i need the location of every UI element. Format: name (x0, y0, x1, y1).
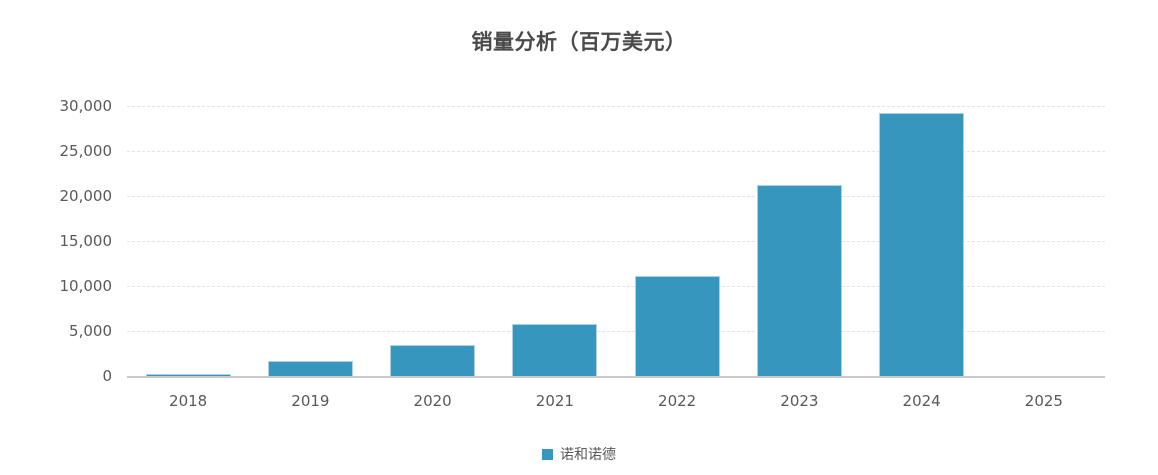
bar-2024[interactable] (879, 113, 965, 376)
bar-2020[interactable] (390, 344, 476, 376)
x-axis-tick-label: 2022 (658, 392, 697, 410)
gridline (127, 196, 1105, 197)
y-axis-tick-label: 5,000 (69, 322, 112, 340)
gridline (127, 331, 1105, 332)
y-axis-tick-label: 20,000 (59, 187, 113, 205)
y-axis-tick-label: 10,000 (59, 277, 113, 295)
plot-area (127, 106, 1105, 378)
x-axis-tick-label: 2019 (291, 392, 330, 410)
x-axis-tick-label: 2020 (413, 392, 452, 410)
y-axis-tick-label: 15,000 (59, 232, 113, 250)
x-axis-tick-label: 2025 (1024, 392, 1063, 410)
bar-2019[interactable] (267, 360, 353, 376)
x-axis-tick-label: 2021 (535, 392, 574, 410)
x-axis-tick-label: 2018 (169, 392, 208, 410)
gridline (127, 241, 1105, 242)
bar-2023[interactable] (756, 185, 842, 376)
bar-2018[interactable] (145, 373, 231, 376)
legend-marker-icon (542, 448, 553, 460)
bar-2021[interactable] (512, 323, 598, 376)
gridline (127, 151, 1105, 152)
y-axis-tick-label: 0 (102, 367, 112, 385)
y-axis-tick-label: 30,000 (59, 97, 113, 115)
chart-title: 销量分析（百万美元） (471, 30, 687, 54)
x-axis-tick-label: 2024 (902, 392, 941, 410)
gridline (127, 286, 1105, 287)
legend-series-label: 诺和诺德 (560, 447, 616, 463)
bar-2022[interactable] (634, 276, 720, 376)
gridline (127, 106, 1105, 107)
y-axis-tick-label: 25,000 (59, 142, 113, 160)
legend[interactable]: 诺和诺德 (0, 444, 1158, 464)
x-axis-tick-label: 2023 (780, 392, 819, 410)
